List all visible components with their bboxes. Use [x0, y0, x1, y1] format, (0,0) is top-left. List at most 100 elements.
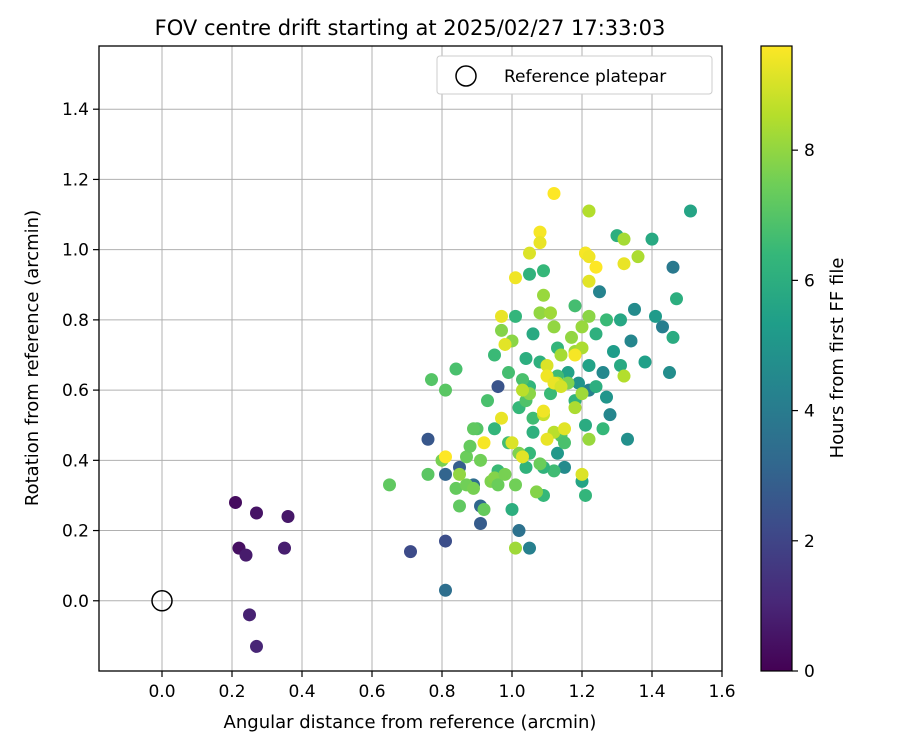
- data-point: [512, 524, 526, 538]
- data-point: [533, 306, 547, 320]
- data-point: [621, 432, 634, 446]
- y-tick-label: 1.0: [62, 241, 89, 261]
- data-point: [575, 387, 589, 401]
- data-point: [656, 320, 669, 334]
- data-point: [649, 309, 662, 323]
- colorbar: [760, 45, 793, 672]
- data-point: [509, 541, 522, 555]
- y-tick-label: 0.0: [62, 592, 89, 612]
- data-point: [449, 481, 463, 495]
- data-point: [596, 366, 610, 380]
- grid: [99, 46, 723, 671]
- data-point: [547, 320, 561, 334]
- y-tick-label: 0.6: [62, 381, 89, 401]
- data-point: [439, 383, 452, 397]
- data-point: [589, 380, 603, 394]
- reference-platepar-marker: [151, 590, 173, 612]
- data-point: [439, 583, 452, 597]
- data-point: [509, 309, 522, 323]
- legend-box: [436, 55, 713, 95]
- data-point: [491, 380, 505, 394]
- data-point: [421, 467, 435, 481]
- data-point: [666, 330, 680, 344]
- data-point: [582, 432, 596, 446]
- x-tick-label: 1.6: [708, 682, 735, 702]
- data-point: [558, 460, 571, 474]
- data-point: [526, 327, 540, 341]
- data-point: [498, 337, 512, 351]
- data-point: [481, 394, 494, 408]
- data-point: [474, 453, 487, 467]
- data-point: [383, 478, 396, 492]
- data-point: [467, 481, 480, 495]
- colorbar-tick-label: 4: [804, 402, 815, 422]
- data-point: [523, 246, 536, 260]
- data-point: [281, 510, 295, 524]
- data-point: [250, 639, 263, 653]
- data-point: [638, 355, 652, 369]
- y-tick-label: 0.2: [62, 522, 89, 542]
- data-point: [526, 411, 540, 425]
- data-point: [582, 204, 596, 218]
- y-axis-label: Rotation from reference (arcmin): [22, 210, 43, 506]
- data-point: [544, 387, 557, 401]
- data-point: [572, 376, 585, 390]
- data-point: [575, 320, 589, 334]
- data-point: [533, 236, 547, 250]
- data-point: [474, 517, 487, 531]
- data-point: [670, 292, 683, 306]
- data-point: [498, 467, 512, 481]
- data-point: [568, 299, 582, 313]
- axis-ticks: 0.0 0.2 0.4 0.6 0.8 1.0 1.2 1.4 1.6 0.0 0.2 0.4 0.6 0…: [62, 100, 736, 702]
- data-point: [439, 467, 452, 481]
- reference-point-layer: [151, 590, 173, 612]
- data-point: [596, 422, 610, 436]
- data-point: [530, 485, 543, 499]
- x-tick-label: 0.2: [218, 682, 245, 702]
- data-point: [645, 232, 659, 246]
- data-point: [582, 274, 596, 288]
- legend-marker-icon: [455, 65, 477, 87]
- data-point: [568, 401, 582, 415]
- data-point: [516, 383, 529, 397]
- data-point: [607, 344, 620, 358]
- data-point: [547, 186, 561, 200]
- plot-area-frame: [98, 45, 723, 672]
- data-point: [666, 260, 680, 274]
- data-point: [229, 495, 242, 509]
- x-tick-label: 0.4: [288, 682, 315, 702]
- data-point: [540, 359, 554, 373]
- y-tick-label: 0.8: [62, 311, 89, 331]
- data-point: [519, 352, 533, 365]
- y-tick-label: 0.4: [62, 451, 89, 471]
- data-point: [603, 408, 617, 422]
- data-point: [425, 373, 438, 387]
- data-point: [516, 373, 529, 387]
- data-point: [582, 250, 596, 264]
- data-point: [404, 545, 417, 559]
- data-point: [554, 380, 568, 394]
- data-point: [558, 422, 571, 436]
- data-point: [540, 432, 554, 446]
- data-point: [421, 432, 435, 446]
- data-point: [544, 306, 557, 320]
- x-axis-label: Angular distance from reference (arcmin): [224, 712, 597, 733]
- data-point: [533, 225, 547, 239]
- data-point: [502, 366, 515, 380]
- data-point: [495, 411, 508, 425]
- colorbar-tick-label: 6: [804, 271, 815, 291]
- data-point: [463, 439, 477, 453]
- chart-title: FOV centre drift starting at 2025/02/27 …: [155, 16, 666, 40]
- data-point: [495, 323, 508, 337]
- data-point: [614, 359, 627, 373]
- y-tick-label: 1.2: [62, 170, 89, 190]
- data-point: [505, 502, 519, 516]
- data-point: [523, 267, 536, 281]
- data-point: [250, 506, 263, 520]
- data-point: [537, 264, 550, 278]
- data-point: [516, 450, 529, 464]
- data-point: [488, 422, 501, 436]
- data-point: [624, 334, 638, 348]
- data-point: [505, 436, 519, 450]
